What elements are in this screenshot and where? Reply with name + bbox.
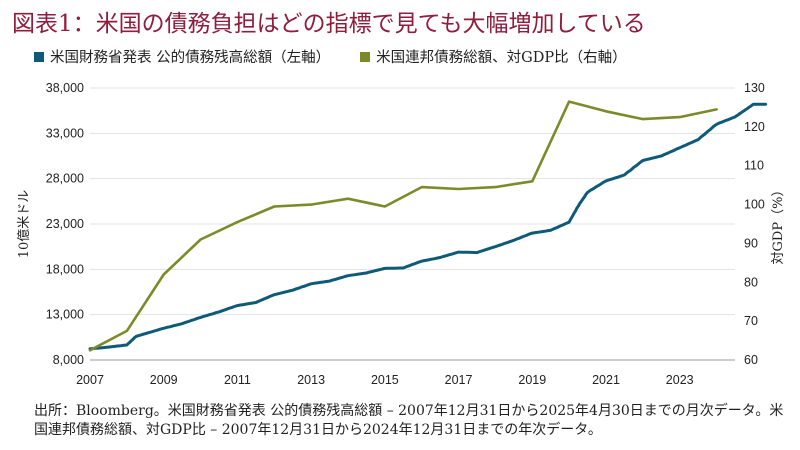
y-right-tick-label: 80 xyxy=(744,275,758,289)
x-tick-label: 2011 xyxy=(224,373,251,387)
legend-label-ratio: 米国連邦債務総額、対GDP比（右軸） xyxy=(376,50,627,66)
y-right-tick-label: 90 xyxy=(744,236,758,250)
legend-item-debt: 米国財務省発表 公的債務残高総額（左軸） xyxy=(34,46,330,67)
y-right-tick-label: 120 xyxy=(744,120,765,134)
legend-item-ratio: 米国連邦債務総額、対GDP比（右軸） xyxy=(360,46,627,67)
x-tick-label: 2009 xyxy=(150,373,178,387)
source-note: 出所：Bloomberg。米国財務省発表 公的債務残高総額 – 2007年12月… xyxy=(34,403,784,438)
legend-swatch-debt xyxy=(34,51,44,62)
y-left-tick-label: 33,000 xyxy=(46,126,84,140)
y-right-tick-label: 70 xyxy=(744,314,758,328)
chart-title: 図表1：米国の債務負担はどの指標で見ても大幅増加している xyxy=(12,11,646,37)
legend-swatch-ratio xyxy=(360,51,371,62)
series-line-debt xyxy=(88,102,768,351)
x-tick-label: 2015 xyxy=(371,373,399,387)
y-right-tick-label: 130 xyxy=(744,81,765,95)
x-tick-label: 2021 xyxy=(592,373,620,387)
y-left-tick-label: 18,000 xyxy=(46,262,84,276)
y-left-tick-label: 28,000 xyxy=(46,172,84,186)
x-tick-label: 2019 xyxy=(518,373,546,387)
legend: 米国財務省発表 公的債務残高総額（左軸） 米国連邦債務総額、対GDP比（右軸） xyxy=(34,46,657,67)
y-right-tick-label: 100 xyxy=(744,198,765,212)
x-tick-label: 2017 xyxy=(445,373,473,387)
y-left-axis-title: 10億米ドル xyxy=(16,190,32,259)
y-right-tick-label: 110 xyxy=(744,159,764,173)
x-tick-label: 2013 xyxy=(297,373,325,387)
y-left-tick-label: 23,000 xyxy=(46,217,84,231)
y-left-tick-label: 8,000 xyxy=(53,353,84,367)
x-tick-label: 2007 xyxy=(76,373,104,387)
legend-label-debt: 米国財務省発表 公的債務残高総額（左軸） xyxy=(50,50,331,66)
x-tick-label: 2023 xyxy=(666,373,694,387)
series-line-ratio xyxy=(88,100,718,352)
y-left-tick-label: 38,000 xyxy=(46,81,84,95)
y-left-tick-label: 13,000 xyxy=(46,308,84,322)
y-right-axis-title: 対GDP（%） xyxy=(771,184,786,265)
y-right-tick-label: 60 xyxy=(744,353,758,367)
